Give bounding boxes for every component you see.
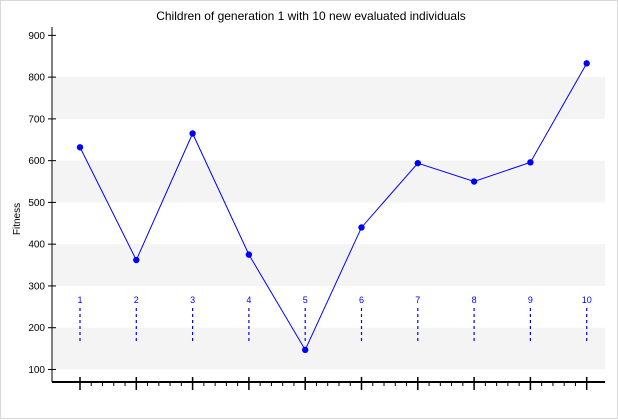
data-point — [470, 178, 478, 185]
series-layer — [76, 60, 590, 354]
series-line — [79, 63, 588, 351]
point-index-label: 10 — [582, 295, 592, 305]
y-tick-label: 500 — [28, 198, 45, 209]
grid-band — [53, 327, 605, 370]
chart-title: Children of generation 1 with 10 new eva… — [156, 9, 466, 23]
point-index-label: 6 — [359, 295, 364, 305]
point-index-label: 5 — [303, 295, 308, 305]
y-tick-label: 700 — [28, 114, 45, 125]
point-index-label: 1 — [77, 295, 82, 305]
grid-band — [53, 160, 605, 203]
y-tick-label: 900 — [28, 31, 45, 42]
data-point — [189, 130, 196, 137]
data-point — [358, 224, 365, 231]
grid-bands — [53, 77, 605, 370]
grid-band — [53, 77, 605, 119]
point-index-label: 2 — [134, 295, 139, 305]
point-labels: 1 2 3 4 5 6 7 8 9 10 — [77, 295, 591, 305]
point-index-label: 7 — [415, 295, 420, 305]
y-tick-label: 100 — [28, 365, 45, 376]
axes — [51, 27, 605, 383]
grid-band — [53, 244, 605, 286]
y-ticks: 100 200 300 400 500 600 700 800 900 — [28, 31, 56, 376]
data-point — [583, 60, 590, 67]
point-index-label: 9 — [528, 295, 533, 305]
x-ticks — [79, 377, 588, 390]
data-point — [302, 346, 309, 354]
y-tick-label: 400 — [28, 240, 45, 251]
data-point — [414, 159, 421, 167]
data-point — [527, 159, 534, 166]
data-point — [76, 144, 84, 151]
y-tick-label: 200 — [28, 323, 45, 334]
data-point — [245, 251, 253, 258]
y-tick-label: 600 — [28, 156, 45, 167]
y-tick-label: 800 — [28, 73, 45, 84]
y-axis-label: Fitness — [12, 203, 23, 235]
data-point — [133, 256, 140, 264]
point-index-label: 8 — [472, 295, 477, 305]
y-tick-label: 300 — [28, 281, 45, 292]
point-index-label: 3 — [190, 295, 195, 305]
point-index-label: 4 — [246, 295, 251, 305]
